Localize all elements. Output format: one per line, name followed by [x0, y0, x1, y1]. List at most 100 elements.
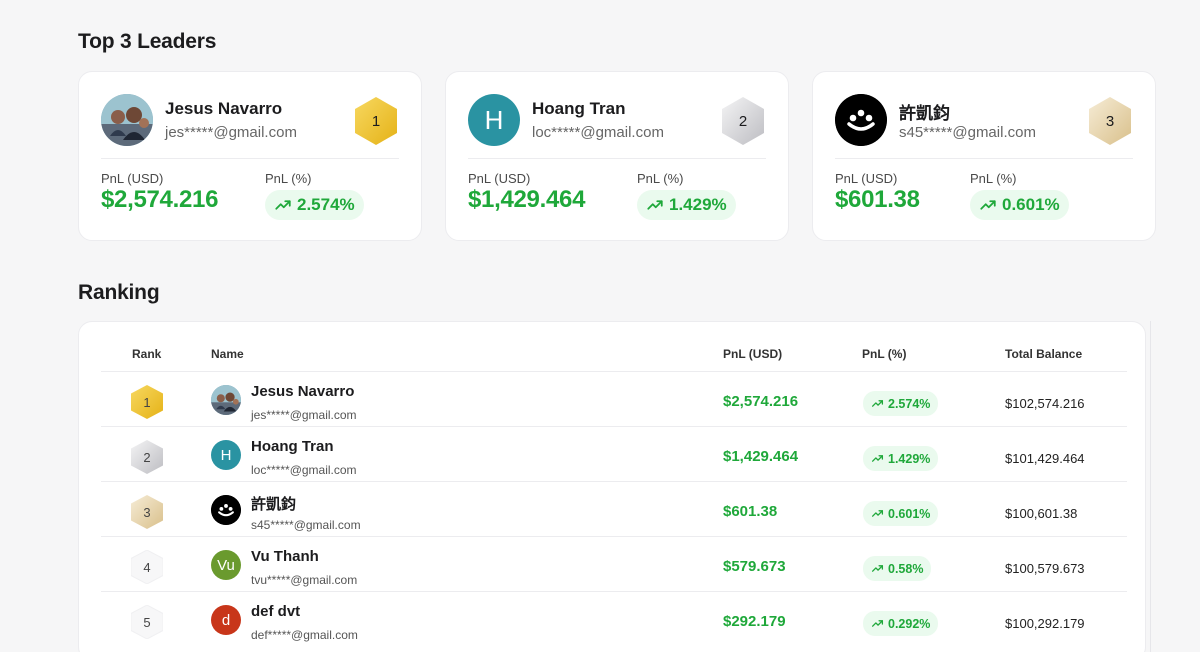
rank-number: 4 [143, 559, 151, 575]
avatar: Vu [211, 550, 241, 580]
total-balance-value: $101,429.464 [1005, 451, 1085, 466]
pnl-pct-value: 0.292% [888, 616, 931, 631]
user-email: s45*****@gmail.com [251, 518, 361, 532]
total-balance-value: $100,601.38 [1005, 506, 1078, 521]
pnl-pct-value: 0.601% [1002, 195, 1060, 214]
user-email: tvu*****@gmail.com [251, 573, 358, 587]
user-name: Hoang Tran [251, 438, 334, 455]
pnl-pct-badge: 0.601% [863, 501, 939, 526]
pnl-usd-value: $601.38 [835, 186, 920, 213]
pnl-usd-value: $2,574.216 [101, 186, 219, 213]
user-name: 許凱鈞 [251, 496, 297, 513]
pnl-usd-value: $1,429.464 [723, 448, 799, 465]
pnl-usd-value: $292.179 [723, 613, 786, 630]
hexagon-badge-icon: 1 [355, 97, 397, 145]
leader-email: loc*****@gmail.com [532, 124, 664, 141]
rank-number: 2 [143, 449, 151, 465]
pnl-pct-value: 2.574% [888, 396, 931, 411]
pnl-pct-badge: 0.292% [863, 611, 939, 636]
column-header-total-balance[interactable]: Total Balance [1005, 347, 1083, 361]
table-row[interactable]: 3 許凱鈞 s45*****@gmail.com $601.38 0.601% $100,… [101, 481, 1127, 536]
hexagon-badge-icon: 2 [131, 440, 163, 474]
hexagon-badge-icon: 3 [131, 495, 163, 529]
column-header-name[interactable]: Name [211, 347, 244, 361]
divider [835, 158, 1133, 159]
scrollbar[interactable] [1150, 321, 1151, 652]
pnl-pct-value: 1.429% [888, 451, 931, 466]
user-email: def*****@gmail.com [251, 628, 358, 642]
pnl-usd-label: PnL (USD) [835, 171, 898, 186]
leader-name: Jesus Navarro [165, 99, 283, 118]
hexagon-badge-icon: 2 [722, 97, 764, 145]
pnl-pct-value: 0.601% [888, 506, 931, 521]
trending-up-icon [871, 507, 884, 520]
avatar [211, 495, 241, 525]
total-balance-value: $100,579.673 [1005, 561, 1085, 576]
user-name: def dvt [251, 603, 301, 620]
leader-card[interactable]: 許凱鈞 s45*****@gmail.com 3 PnL (USD) $601.38 Pn… [812, 71, 1156, 241]
hexagon-badge-icon: 5 [131, 605, 163, 639]
column-header-rank[interactable]: Rank [132, 347, 162, 361]
trending-up-icon [871, 562, 884, 575]
leader-name: Hoang Tran [532, 99, 626, 118]
user-name: Vu Thanh [251, 548, 319, 565]
avatar [835, 94, 887, 146]
rank-number: 1 [371, 112, 381, 130]
hexagon-badge-icon: 4 [131, 550, 163, 584]
pnl-usd-value: $1,429.464 [468, 186, 586, 213]
divider [468, 158, 766, 159]
user-email: jes*****@gmail.com [251, 408, 357, 422]
section-title-ranking: Ranking [78, 281, 160, 304]
pnl-pct-label: PnL (%) [265, 171, 312, 186]
trending-up-icon [871, 397, 884, 410]
leader-card[interactable]: Jesus Navarro jes*****@gmail.com 1 PnL (USD… [78, 71, 422, 241]
avatar: d [211, 605, 241, 635]
trending-up-icon [871, 452, 884, 465]
pnl-pct-value: 0.58% [888, 561, 924, 576]
pnl-pct-badge: 0.58% [863, 556, 932, 581]
pnl-pct-label: PnL (%) [970, 171, 1017, 186]
leader-email: s45*****@gmail.com [899, 124, 1036, 141]
pnl-pct-badge: 2.574% [265, 190, 364, 220]
avatar [211, 385, 241, 415]
hexagon-badge-icon: 1 [131, 385, 163, 419]
leader-card[interactable]: H Hoang Tran loc*****@gmail.com 2 PnL (USD) $… [445, 71, 789, 241]
total-balance-value: $100,292.179 [1005, 616, 1085, 631]
section-title-top-leaders: Top 3 Leaders [78, 30, 217, 53]
user-name: Jesus Navarro [251, 383, 355, 400]
pnl-pct-badge: 1.429% [637, 190, 736, 220]
total-balance-value: $102,574.216 [1005, 396, 1085, 411]
pnl-pct-value: 2.574% [297, 195, 355, 214]
trending-up-icon [979, 196, 997, 214]
pnl-usd-value: $601.38 [723, 503, 778, 520]
user-email: loc*****@gmail.com [251, 463, 357, 477]
trending-up-icon [646, 196, 664, 214]
hexagon-badge-icon: 3 [1089, 97, 1131, 145]
rank-number: 1 [143, 394, 151, 410]
ranking-table: Rank Name PnL (USD) PnL (%) Total Balanc… [78, 321, 1146, 652]
pnl-usd-label: PnL (USD) [101, 171, 164, 186]
pnl-usd-value: $579.673 [723, 558, 786, 575]
leader-email: jes*****@gmail.com [165, 124, 297, 141]
pnl-usd-value: $2,574.216 [723, 393, 799, 410]
avatar: H [468, 94, 520, 146]
table-row[interactable]: 5 d def dvt def*****@gmail.com $292.179 0.292… [101, 591, 1127, 646]
pnl-usd-label: PnL (USD) [468, 171, 531, 186]
table-row[interactable]: 4 Vu Vu Thanh tvu*****@gmail.com $579.673 0.5… [101, 536, 1127, 591]
leader-name: 許凱鈞 [899, 104, 950, 123]
pnl-pct-badge: 1.429% [863, 446, 939, 471]
rank-number: 5 [143, 614, 151, 630]
pnl-pct-badge: 2.574% [863, 391, 939, 416]
column-header-pnl-usd[interactable]: PnL (USD) [723, 347, 783, 361]
table-row[interactable]: 1 Jesus Navarro jes*****@gmail.com $2,574.2… [101, 371, 1127, 426]
rank-number: 2 [738, 112, 748, 130]
table-row[interactable]: 2 H Hoang Tran loc*****@gmail.com $1,429.464… [101, 426, 1127, 481]
column-header-pnl-pct[interactable]: PnL (%) [862, 347, 907, 361]
trending-up-icon [274, 196, 292, 214]
rank-number: 3 [143, 504, 151, 520]
avatar [101, 94, 153, 146]
trending-up-icon [871, 617, 884, 630]
pnl-pct-value: 1.429% [669, 195, 727, 214]
avatar: H [211, 440, 241, 470]
pnl-pct-badge: 0.601% [970, 190, 1069, 220]
